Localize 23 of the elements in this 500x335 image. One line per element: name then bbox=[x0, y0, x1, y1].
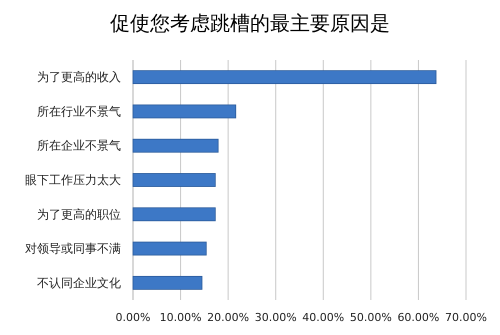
x-tick-label: 70.00% bbox=[445, 311, 487, 324]
y-tick-label: 不认同企业文化 bbox=[37, 276, 121, 290]
y-tick-label: 为了更高的职位 bbox=[37, 207, 121, 222]
x-tick-label: 50.00% bbox=[350, 311, 392, 324]
x-tick-label: 20.00% bbox=[207, 311, 250, 324]
y-tick-label: 所在行业不景气 bbox=[37, 104, 121, 118]
x-tick-label: 40.00% bbox=[302, 311, 344, 324]
bar bbox=[132, 138, 219, 153]
bar bbox=[132, 173, 216, 187]
y-tick-label: 为了更高的收入 bbox=[37, 70, 121, 84]
x-tick-label: 60.00% bbox=[397, 311, 440, 324]
bar bbox=[132, 242, 207, 256]
bar bbox=[132, 70, 436, 84]
bar bbox=[132, 104, 236, 118]
x-tick-label: 30.00% bbox=[254, 311, 297, 324]
chart-title: 促使您考虑跳槽的最主要原因是 bbox=[110, 11, 390, 35]
y-tick-label: 所在企业不景气 bbox=[37, 138, 121, 153]
x-tick-label: 0.00% bbox=[116, 311, 150, 324]
y-tick-label: 眼下工作压力太大 bbox=[25, 173, 121, 187]
bar bbox=[132, 276, 202, 290]
y-tick-label: 对领导或同事不满 bbox=[25, 242, 121, 256]
bar bbox=[132, 207, 216, 222]
x-tick-label: 10.00% bbox=[160, 311, 202, 324]
